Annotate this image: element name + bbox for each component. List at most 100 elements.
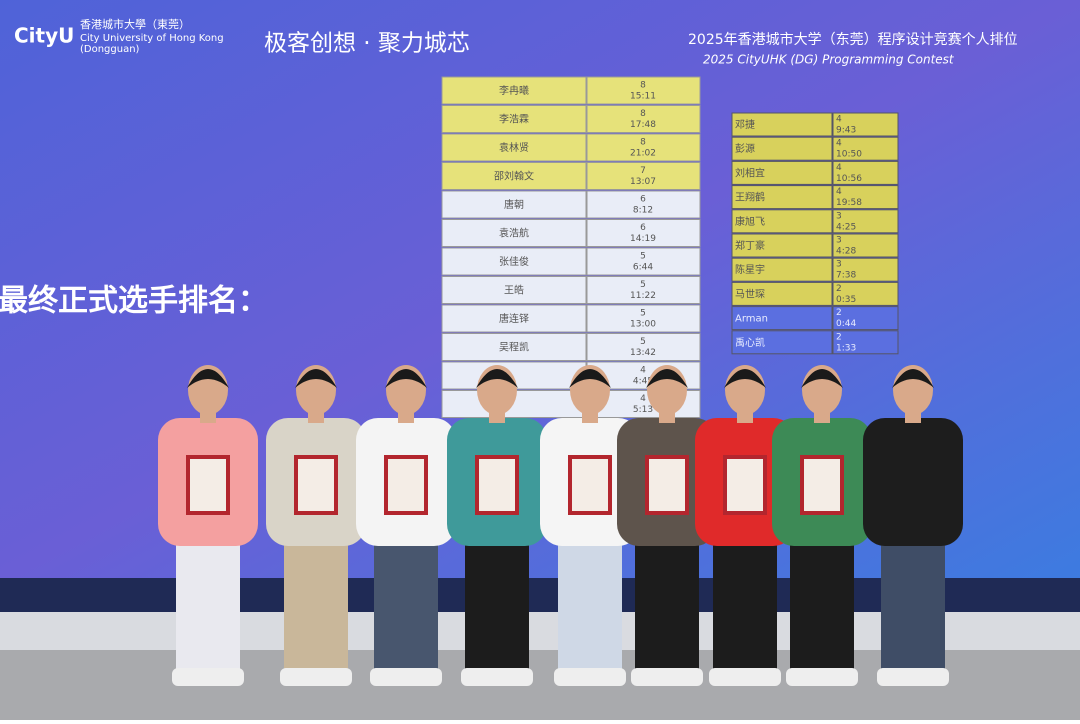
cell [832,160,899,185]
cell [586,76,701,105]
penalty: 11:22 [630,291,656,301]
cell [441,105,587,133]
penalty: 7:38 [836,271,856,281]
contestant-name: 唐朝 [504,198,524,211]
contestant-name: 袁浩航 [499,227,529,240]
hair [724,369,766,388]
cell [731,257,833,282]
solved: 5 [640,337,646,347]
penalty: 13:42 [630,348,656,358]
hair [295,369,337,388]
cell [441,333,587,361]
contestant-name: 邵刘翰文 [494,170,534,183]
penalty: 4:28 [836,247,856,257]
penalty: 4:25 [836,222,856,232]
hair [476,369,518,388]
solved: 6 [640,223,646,233]
penalty: 21:02 [630,149,656,159]
solved: 4 [836,139,842,149]
certificate-paper [649,459,685,511]
solved: 8 [640,138,646,148]
cell [586,304,701,333]
penalty: 9:43 [836,126,856,136]
solved: 5 [640,309,646,319]
cell [832,306,899,331]
heading: 最终正式选手排名： [0,284,268,319]
certificate-paper [727,459,763,511]
penalty: 19:58 [836,198,862,208]
cell [731,209,833,234]
cell [731,136,833,161]
legs [558,540,622,675]
penalty: 6:44 [633,263,653,273]
cell [832,330,899,355]
penalty: 13:00 [630,320,656,330]
cell [832,112,899,137]
penalty: 15:11 [630,92,656,102]
certificate-paper [298,459,334,511]
contestant-name: 刘相宜 [735,166,765,179]
contestant-name: 马世琛 [735,288,765,300]
solved: 3 [836,260,842,270]
legs [790,540,854,675]
contestant-name: 邓捷 [735,118,755,131]
penalty: 10:50 [836,150,862,160]
torso [863,418,963,546]
contestant-name: 彭源 [735,142,755,155]
certificate-paper [190,459,226,511]
cell [441,219,587,247]
contestant-name: 唐连铎 [499,312,529,325]
people [158,365,963,686]
cell [441,162,587,190]
penalty: 8:12 [633,206,653,216]
penalty: 4:45 [633,377,653,387]
contestant-name: 郑丁豪 [735,239,765,252]
hair [187,369,229,388]
contestant-name: 王翔鹤 [735,191,765,204]
cell [441,247,587,276]
cell [832,136,899,161]
hair [569,369,611,388]
certificate-paper [804,459,840,511]
cell [441,133,587,162]
penalty: 0:44 [836,319,856,329]
cell [441,190,587,219]
solved: 4 [640,394,646,404]
contest-title: 2025年香港城市大学（东莞）程序设计竞赛个人排位 [688,31,1018,48]
solved: 6 [640,195,646,205]
contestant-name: 袁林贤 [499,141,529,154]
shoes [709,668,781,686]
shoes [786,668,858,686]
contestant-name: 陈星宇 [735,263,765,276]
hair [646,369,688,388]
contestant-name: 李浩霖 [499,113,529,126]
legs [713,540,777,675]
cell [731,306,833,331]
contestant-name: 康旭飞 [735,215,765,228]
cell [586,219,701,247]
contestant-name: 吴程凯 [499,341,529,354]
solved: 2 [836,308,842,318]
cell [441,304,587,333]
contest-subtitle: 2025 CityUHK (DG) Programming Contest [703,53,955,67]
penalty: 0:35 [836,295,856,305]
contestant-name: 王皓 [504,285,524,297]
solved: 4 [836,187,842,197]
solved: 4 [836,163,842,173]
logo-campus: (Dongguan) [80,44,140,55]
logo-zh: 香港城市大學（東莞） [80,17,190,31]
cell [586,133,701,162]
solved: 5 [640,280,646,290]
solved: 2 [836,332,842,342]
cell [441,76,587,105]
cell [731,160,833,185]
hair [801,369,843,388]
legs [176,540,240,675]
cell [731,330,833,355]
legs [374,540,438,675]
solved: 2 [836,284,842,294]
shoes [370,668,442,686]
solved: 7 [640,166,646,176]
